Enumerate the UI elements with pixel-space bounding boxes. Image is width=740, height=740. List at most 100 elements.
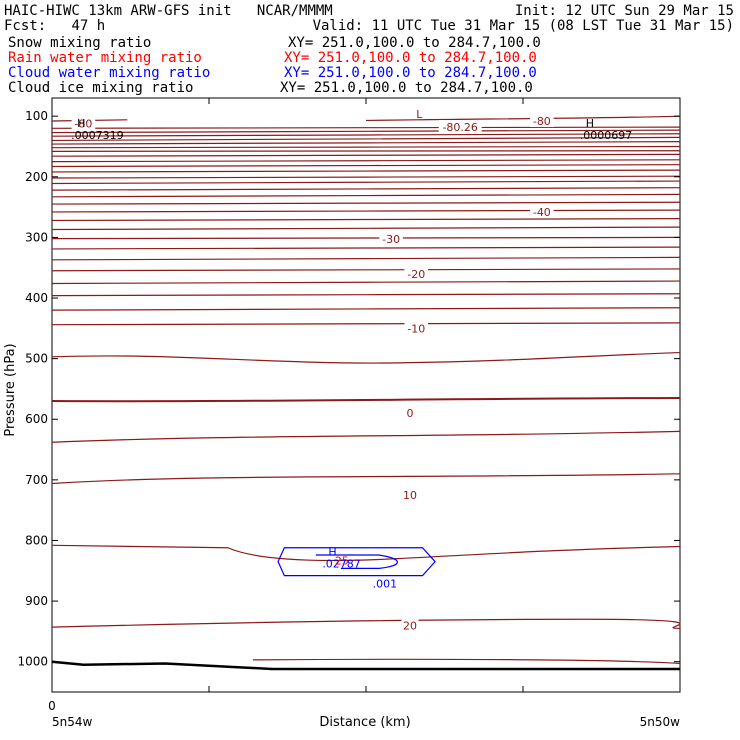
fcst-label: Fcst: [4, 18, 47, 34]
temp-label-6-bg [404, 321, 428, 335]
field-name-cloud-water: Cloud water mixing ratio [8, 65, 211, 81]
temp-label-9: 20 [403, 619, 417, 632]
temp-label-1: -80 [74, 117, 92, 130]
isotherm-14 [51, 193, 681, 198]
extremum-mark-1: H [77, 117, 85, 130]
field-name-rain: Rain water mixing ratio [8, 50, 202, 66]
isotherm-26 [51, 322, 681, 326]
isotherm-mid-0 [51, 351, 681, 364]
isotherm-2 [51, 133, 681, 137]
isotherm-mid-1 [51, 397, 681, 403]
isotherm-mid-2 [51, 430, 681, 443]
plot-title: HAIC-HIWC 13km ARW-GFS init NCAR/MMMM [4, 4, 333, 19]
y-tick-label-900: 900 [25, 594, 48, 608]
isotherm-low [252, 658, 681, 665]
field-xy-cloud-water: XY= 251.0,100.0 to 284.7,100.0 [284, 65, 537, 81]
isotherm-3 [51, 136, 681, 142]
isotherm-11 [51, 175, 681, 179]
isotherm-4 [51, 140, 681, 145]
extremum-value-1: .0007319 [71, 129, 124, 142]
isotherm-20 [51, 246, 681, 250]
y-tick-label-400: 400 [25, 291, 48, 305]
y-tick-label-600: 600 [25, 412, 48, 426]
y-tick-label-700: 700 [25, 473, 48, 487]
temp-label-0-bg [530, 114, 554, 128]
org-label: NCAR/MMMM [256, 3, 333, 19]
temperature-contours [51, 115, 681, 665]
temp-label-7: 0 [406, 407, 413, 420]
isotherm-mid-4 [51, 544, 681, 562]
field-name-snow: Snow mixing ratio [8, 35, 152, 51]
x-left-location: 5n54w [52, 715, 93, 729]
contour-labels: -80-80 -80.26-40-30-20-1001020LH.0007319H… [71, 108, 632, 632]
temp-label-9-bg [401, 618, 419, 632]
init-time: Init: 12 UTC Sun 29 Mar 15 [514, 3, 734, 19]
extremum-mark-0: L [416, 108, 423, 121]
cloud-water-label: .001 [373, 578, 398, 591]
isotherm-16 [51, 209, 681, 213]
field-xy-cloud-ice: XY= 251.0,100.0 to 284.7,100.0 [280, 80, 533, 96]
isotherm-7 [51, 153, 681, 157]
isotherm-6 [51, 150, 681, 153]
isotherm-24 [51, 293, 681, 297]
isotherm-21 [51, 256, 681, 261]
y-axis-title: Pressure (hPa) [3, 343, 18, 436]
y-tick-label-1000: 1000 [17, 655, 48, 669]
plot-frame [51, 97, 681, 693]
valid-time: Valid: 11 UTC Tue 31 Mar 15 (08 LST Tue … [312, 18, 734, 34]
isotherm-mid-5 [51, 618, 681, 629]
y-tick-label-800: 800 [25, 533, 48, 547]
temp-label-3: -40 [533, 206, 551, 219]
isotherm-5 [51, 145, 681, 149]
cloud-water-outer [277, 547, 436, 577]
isotherm-12 [51, 180, 681, 185]
cloud-water-inner [315, 554, 398, 569]
temp-label-5-bg [404, 266, 428, 280]
field-xy-rain: XY= 251.0,100.0 to 284.7,100.0 [284, 50, 537, 66]
temp-label-6: -10 [407, 322, 425, 335]
isotherm-0 [51, 126, 681, 130]
cloud-water-contours [277, 547, 436, 577]
isotherm-15 [51, 201, 681, 205]
temp-label-0: -80 [533, 115, 551, 128]
extremum-mark-2: H [586, 117, 594, 130]
forecast-hour: Fcst: 47 h [4, 19, 105, 34]
isotherm-1 [51, 129, 681, 134]
temp-label-4: -30 [382, 233, 400, 246]
isotherm-9 [51, 163, 681, 168]
isotherm-25 [51, 307, 681, 311]
temp-label-2: -80.26 [442, 121, 477, 134]
field-xy-snow: XY= 251.0,100.0 to 284.7,100.0 [288, 35, 541, 51]
isotherm-10 [51, 169, 681, 173]
temp-label-2-bg [438, 120, 482, 134]
isotherm-23 [51, 280, 681, 285]
temp-label-8-bg [401, 488, 419, 502]
temp-label-1-bg [71, 116, 96, 130]
temp-label-4-bg [379, 232, 403, 246]
y-tick-label-100: 100 [25, 109, 48, 123]
y-tick-label-300: 300 [25, 230, 48, 244]
extremum-value-2: .0000697 [580, 129, 633, 142]
temp-label-7-bg [404, 406, 416, 420]
isotherm-18 [51, 226, 681, 231]
y-tick-label-200: 200 [25, 170, 48, 184]
isotherm-17 [51, 217, 681, 222]
surface-line [51, 660, 680, 671]
extremum-value-4: 25 [335, 555, 349, 568]
surface-pressure-line [51, 660, 680, 671]
temp-label-8: 10 [403, 489, 417, 502]
isotherm-22 [51, 268, 681, 272]
extremum-value-3: .02787 [322, 558, 361, 571]
x-axis [51, 98, 681, 692]
isotherm-13 [51, 187, 681, 191]
temp-label-5: -20 [407, 268, 425, 281]
isotherm-top [365, 115, 681, 122]
field-name-cloud-ice: Cloud ice mixing ratio [8, 80, 194, 96]
isotherm-19 [51, 236, 681, 240]
isotherm-mid-3 [51, 473, 681, 485]
x-axis-title: Distance (km) [319, 715, 410, 730]
y-tick-label-500: 500 [25, 352, 48, 366]
fcst-value: 47 h [71, 18, 106, 34]
